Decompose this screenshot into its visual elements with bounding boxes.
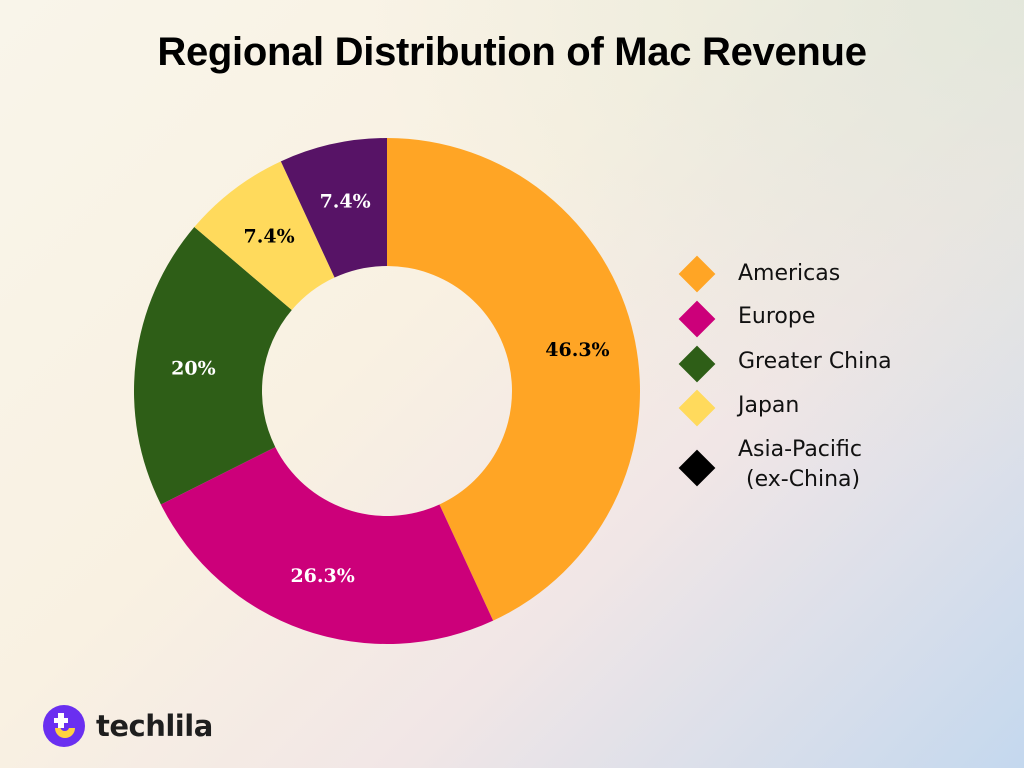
slice-value-label: 7.4%	[244, 226, 295, 248]
slice-value-label: 46.3%	[545, 339, 609, 361]
donut-slice-europe	[160, 447, 494, 644]
brand-logo: techlila	[42, 704, 213, 748]
brand-name: techlila	[96, 709, 213, 743]
donut-slice-americas	[387, 138, 641, 621]
slice-value-label: 26.3%	[290, 565, 354, 587]
slice-value-label: 20%	[171, 358, 216, 380]
donut-slice-greater-china	[133, 227, 292, 505]
chart-title: Regional Distribution of Mac Revenue	[157, 30, 867, 74]
slice-value-label: 7.4%	[320, 191, 371, 213]
donut-slice-japan	[194, 161, 335, 310]
donut-slice-asia-pacific-ex-china	[280, 138, 387, 278]
techlila-logo-icon	[43, 705, 85, 747]
